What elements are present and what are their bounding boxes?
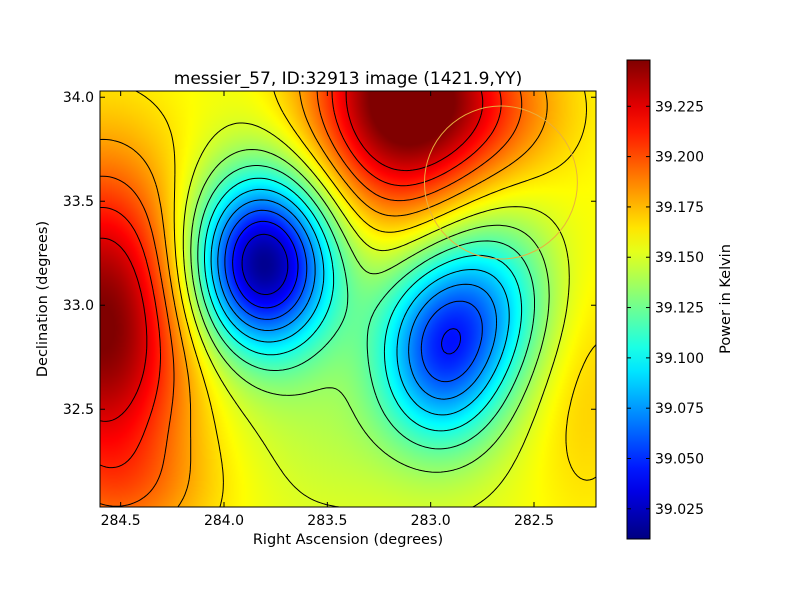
contour-line-3: [217, 199, 497, 400]
colorbar-gradient: [627, 60, 650, 539]
colorbar-tick-label: 39.125: [655, 301, 704, 317]
x-tick-label: 283.5: [307, 513, 347, 529]
colorbar-tick-label: 39.025: [655, 502, 704, 518]
colorbar-tick-label: 39.175: [655, 200, 704, 216]
contour-line-13: [100, 91, 484, 422]
y-tick-label: 32.5: [63, 402, 94, 418]
x-tick-label: 282.5: [514, 513, 554, 529]
colorbar-frame: [626, 59, 651, 540]
contour-line-11: [100, 91, 523, 507]
contour-line-10: [100, 91, 548, 507]
plot-area: [99, 90, 597, 508]
annotation-circle: [423, 105, 578, 260]
colorbar: 39.025 39.050 39.075 39.100 39.125 39.150 39.1…: [626, 59, 734, 540]
y-tick-label: 34.0: [63, 90, 94, 106]
y-axis: 32.5 33.0 33.5 34.0: [63, 90, 596, 418]
colorbar-tick-label: 39.075: [655, 401, 704, 417]
contour-line-5: [204, 177, 523, 432]
colorbar-tick-label: 39.100: [655, 351, 704, 367]
colorbar-tick-label: 39.050: [655, 451, 704, 467]
contour-line-9: [135, 91, 596, 507]
contour-line-1: [232, 220, 461, 355]
contour-line-8: [182, 122, 570, 507]
x-tick-label: 284.0: [204, 513, 244, 529]
contour-line-7: [190, 149, 550, 473]
x-tick-label: 284.5: [101, 513, 141, 529]
colorbar-ticks: 39.025 39.050 39.075 39.100 39.125 39.150 39.1…: [627, 99, 704, 518]
x-axis: 284.5 284.0 283.5 283.0 282.5: [101, 91, 554, 529]
contour-line-0: [241, 233, 289, 295]
contour-line-2: [224, 209, 483, 383]
y-tick-label: 33.5: [63, 194, 94, 210]
contour-line-12: [100, 91, 502, 469]
colorbar-label: Power in Kelvin: [718, 244, 734, 354]
colorbar-tick-label: 39.225: [655, 99, 704, 115]
x-axis-label: Right Ascension (degrees): [253, 532, 443, 548]
y-axis-label: Declination (degrees): [35, 221, 51, 377]
contour-line-4: [210, 188, 510, 416]
colorbar-tick-label: 39.150: [655, 250, 704, 266]
colorbar-tick-label: 39.200: [655, 150, 704, 166]
contour-lines: [100, 91, 596, 507]
plot-frame: [99, 90, 597, 508]
contour-line-6: [197, 165, 535, 450]
chart-title: messier_57, ID:32913 image (1421.9,YY): [174, 69, 522, 89]
y-tick-label: 33.0: [63, 298, 94, 314]
x-tick-label: 283.0: [411, 513, 451, 529]
